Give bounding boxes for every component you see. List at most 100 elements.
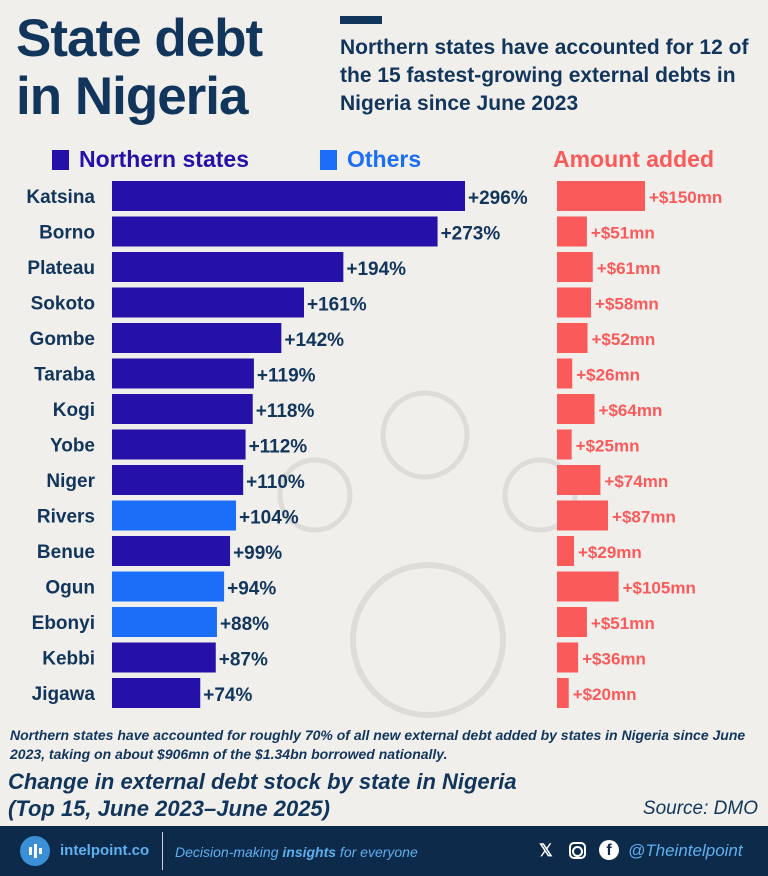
percent-label: +194% <box>346 259 406 280</box>
legend-others: Others <box>320 146 421 173</box>
percent-label: +142% <box>284 330 344 351</box>
percent-label: +104% <box>239 508 299 529</box>
category-label: Rivers <box>37 507 95 528</box>
amount-label: +$26mn <box>576 366 640 385</box>
x-icon[interactable]: 𝕏 <box>539 841 553 860</box>
tag-pre: Decision-making <box>175 844 283 860</box>
percent-label: +99% <box>233 543 282 564</box>
amount-label: +$20mn <box>573 685 637 704</box>
category-label: Yobe <box>50 436 95 457</box>
amount-bar <box>557 500 609 531</box>
facebook-icon[interactable]: f <box>599 840 619 860</box>
percent-label: +112% <box>249 437 308 458</box>
amount-label: +$36mn <box>582 650 646 669</box>
logo-bars-icon <box>29 844 42 858</box>
amount-label: +$25mn <box>576 437 640 456</box>
percent-bar <box>112 607 217 637</box>
title-line-1: State debt <box>16 9 263 68</box>
amount-bar <box>557 252 593 282</box>
page-title: State debt in Nigeria <box>16 9 263 126</box>
logo-icon <box>20 836 50 866</box>
amount-label: +$64mn <box>599 401 663 420</box>
percent-bar <box>112 678 201 708</box>
tag-bold: insights <box>282 844 337 860</box>
category-label: Katsina <box>26 187 95 208</box>
legend-northern: Northern states <box>52 146 249 173</box>
percent-label: +110% <box>246 472 305 493</box>
percent-label: +161% <box>307 295 367 316</box>
percent-bar <box>112 216 438 247</box>
social-handle[interactable]: @Theintelpoint <box>628 841 743 860</box>
category-label: Benue <box>37 542 95 563</box>
percent-bar <box>112 394 253 424</box>
percent-bar <box>112 536 231 566</box>
category-label: Kogi <box>53 400 95 421</box>
percent-bar <box>112 252 344 282</box>
category-label: Taraba <box>34 365 95 386</box>
percent-label: +118% <box>256 401 315 422</box>
amount-bar <box>557 216 587 247</box>
footnote: Northern states have accounted for rough… <box>10 727 746 762</box>
accent-bar <box>340 16 382 24</box>
percent-bar <box>112 181 465 211</box>
dollar-coin-icon <box>277 457 353 533</box>
amount-bar <box>557 394 595 424</box>
amount-bar <box>557 181 645 211</box>
amount-label: +$74mn <box>604 472 668 491</box>
tagline: Decision-making insights for everyone <box>175 844 418 860</box>
amount-label: +$52mn <box>592 330 656 349</box>
percent-label: +94% <box>227 579 276 600</box>
amount-bar <box>557 465 601 495</box>
bar-chart: Katsina +296% +$150mn Borno +273% +$51mn Plate… <box>26 181 722 718</box>
amount-bar <box>557 607 587 637</box>
category-label: Gombe <box>30 329 95 350</box>
category-label: Ebonyi <box>32 613 95 634</box>
amount-label: +$61mn <box>597 259 661 278</box>
divider <box>162 832 163 870</box>
percent-label: +273% <box>441 224 501 245</box>
legend-label: Northern states <box>79 146 249 172</box>
category-label: Jigawa <box>32 684 96 705</box>
money-bag-icon <box>350 562 506 718</box>
amount-label: +$51mn <box>591 614 655 633</box>
source: Source: DMO <box>642 798 758 819</box>
amount-label: +$105mn <box>623 579 696 598</box>
percent-bar <box>112 358 254 389</box>
chart-title-line-2: (Top 15, June 2023–June 2025) <box>8 796 330 821</box>
instagram-icon[interactable] <box>569 842 586 859</box>
percent-label: +88% <box>220 614 269 635</box>
category-label: Kebbi <box>42 649 95 670</box>
amount-label: +$87mn <box>612 508 676 527</box>
amount-bar <box>557 323 588 353</box>
amount-bar <box>557 536 575 566</box>
category-label: Sokoto <box>31 294 95 315</box>
footer: intelpoint.co Decision-making insights f… <box>0 826 768 876</box>
category-label: Borno <box>39 223 95 244</box>
amount-bar <box>557 642 579 673</box>
subtitle: Northern states have accounted for 12 of… <box>340 36 749 115</box>
chart-title-line-1: Change in external debt stock by state i… <box>8 769 517 794</box>
percent-bar <box>112 465 244 495</box>
amount-label: +$58mn <box>595 295 659 314</box>
percent-bar <box>112 429 246 460</box>
percent-bar <box>112 642 216 673</box>
category-label: Plateau <box>27 258 95 279</box>
percent-label: +74% <box>203 685 252 706</box>
dollar-coin-icon <box>380 390 470 480</box>
amount-bar <box>557 287 592 318</box>
chart-title: Change in external debt stock by state i… <box>8 768 517 822</box>
site-link[interactable]: intelpoint.co <box>60 842 150 859</box>
legend-label: Others <box>347 146 422 172</box>
amount-bar <box>557 571 619 602</box>
percent-bar <box>112 323 282 353</box>
amount-label: +$150mn <box>649 188 722 207</box>
percent-bar <box>112 571 225 602</box>
amount-label: +$51mn <box>591 224 655 243</box>
legend-amount: Amount added <box>553 146 714 172</box>
percent-bar <box>112 500 237 531</box>
amount-bar <box>557 358 573 389</box>
amount-bar <box>557 429 572 460</box>
category-label: Niger <box>46 471 95 492</box>
percent-bar <box>112 287 305 318</box>
